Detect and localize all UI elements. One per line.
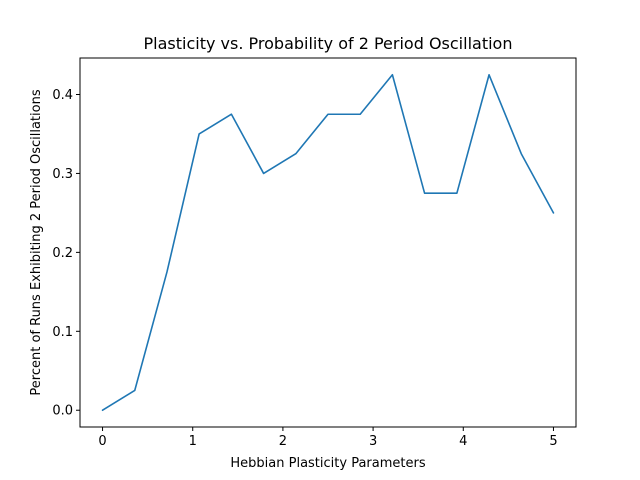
plot-frame xyxy=(79,57,577,428)
y-tick-label: 0.0 xyxy=(52,404,73,419)
x-axis-ticks: 0 1 2 3 4 5 xyxy=(98,427,558,449)
chart-title: Plasticity vs. Probability of 2 Period O… xyxy=(144,34,513,53)
plot-background xyxy=(80,58,576,427)
y-tick-label: 0.2 xyxy=(52,246,73,261)
x-tick-label: 2 xyxy=(279,434,287,449)
x-tick-label: 3 xyxy=(369,434,377,449)
y-axis-ticks: 0.0 0.1 0.2 0.3 0.4 xyxy=(52,88,80,419)
series-layer xyxy=(101,73,555,412)
y-tick-label: 0.1 xyxy=(52,325,73,340)
x-tick-label: 4 xyxy=(459,434,467,449)
y-tick-label: 0.4 xyxy=(52,88,73,103)
x-axis-label: Hebbian Plasticity Parameters xyxy=(230,456,425,471)
y-tick-label: 0.3 xyxy=(52,167,73,182)
x-tick-label: 1 xyxy=(189,434,197,449)
x-tick-label: 5 xyxy=(549,434,557,449)
x-tick-label: 0 xyxy=(98,434,106,449)
series-line xyxy=(101,73,555,412)
y-axis-label: Percent of Runs Exhibiting 2 Period Osci… xyxy=(29,89,44,395)
